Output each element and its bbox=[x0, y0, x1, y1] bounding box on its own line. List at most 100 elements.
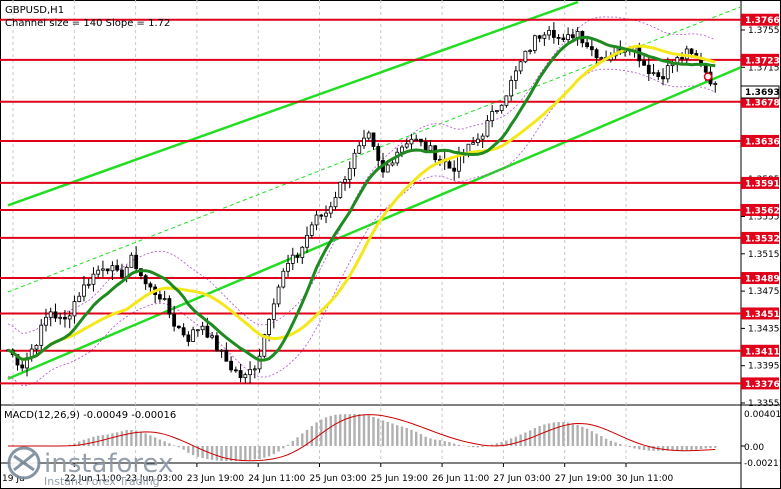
candle-body bbox=[252, 368, 257, 371]
time-label: 27 Jun 19:00 bbox=[555, 474, 612, 484]
time-label: 23 Jun 19:00 bbox=[187, 474, 244, 484]
candle-body bbox=[20, 364, 25, 369]
candle-body bbox=[471, 142, 476, 145]
channel-upper-line bbox=[7, 0, 579, 207]
macd-signal-line bbox=[8, 414, 716, 462]
candle-body bbox=[162, 298, 167, 300]
candle-body bbox=[347, 167, 352, 180]
level-label: 1.3489 bbox=[745, 275, 780, 285]
upper-band-line bbox=[7, 16, 716, 334]
candle-body bbox=[419, 138, 423, 143]
candle-body bbox=[48, 311, 53, 318]
time-label: 30 Jun 11:00 bbox=[616, 474, 673, 484]
moving-averages bbox=[7, 35, 716, 362]
candle-body bbox=[642, 60, 646, 66]
candle-body bbox=[680, 57, 684, 60]
candle-body bbox=[39, 324, 44, 346]
candle-body bbox=[58, 316, 63, 319]
candle-body bbox=[594, 49, 599, 59]
candle-body bbox=[343, 179, 347, 183]
candle-body bbox=[665, 65, 670, 80]
candle-body bbox=[243, 374, 248, 378]
level-label: 1.3532 bbox=[745, 234, 780, 244]
candle-body bbox=[309, 224, 314, 236]
candle-body bbox=[191, 329, 196, 342]
level-badge bbox=[741, 231, 779, 244]
candle-body bbox=[157, 294, 162, 300]
candle-body bbox=[338, 181, 343, 198]
candle-body bbox=[300, 246, 305, 258]
current-price-box bbox=[740, 85, 780, 99]
candle-body bbox=[376, 146, 381, 161]
candle-body bbox=[200, 325, 205, 331]
candle-body bbox=[385, 164, 390, 173]
level-badge bbox=[741, 95, 779, 108]
candle-body bbox=[495, 110, 499, 112]
channel-mid-line bbox=[7, 6, 742, 293]
candle-body bbox=[537, 35, 542, 39]
candle-body bbox=[77, 295, 82, 302]
candle-body bbox=[229, 360, 233, 371]
level-label: 1.3562 bbox=[745, 206, 780, 216]
level-lines bbox=[0, 18, 741, 385]
candle-body bbox=[143, 275, 148, 285]
candle-body bbox=[352, 152, 357, 169]
logo-cross-icon bbox=[13, 452, 35, 472]
level-labels: 1.37661.37231.36781.36361.35911.35621.35… bbox=[741, 13, 780, 390]
time-label: 25 Jun 19:00 bbox=[371, 474, 428, 484]
candle-body bbox=[314, 214, 319, 226]
time-label: 24 Jun 11:00 bbox=[248, 474, 305, 484]
candle-body bbox=[224, 349, 229, 362]
time-label: 27 Jun 03:00 bbox=[493, 474, 550, 484]
candle-body bbox=[271, 303, 276, 320]
channel-info: Channel size = 140 Slope = 1.72 bbox=[5, 18, 170, 29]
candle-body bbox=[661, 76, 665, 80]
candle-body bbox=[371, 132, 376, 147]
time-label: 22 Jun 11:00 bbox=[64, 474, 121, 484]
candle-body bbox=[452, 167, 457, 172]
level-label: 1.3591 bbox=[745, 179, 780, 189]
candle-body bbox=[423, 141, 428, 151]
time-label: 26 Jun 11:00 bbox=[432, 474, 489, 484]
logo-tagline: Instant Forex Trading bbox=[44, 475, 160, 488]
ma-slow-line bbox=[7, 35, 716, 362]
candle-body bbox=[509, 79, 514, 97]
candle-body bbox=[570, 34, 575, 39]
envelope-bands bbox=[7, 16, 716, 386]
candle-body bbox=[205, 325, 210, 338]
time-label: 23 Jun 03:00 bbox=[126, 474, 183, 484]
candle-body bbox=[34, 344, 39, 350]
candle-body bbox=[290, 254, 295, 264]
candle-body bbox=[523, 50, 528, 63]
macd-label: MACD(12,26,9) -0.00049 -0.00016 bbox=[4, 410, 176, 421]
level-badge bbox=[741, 13, 779, 26]
candle-body bbox=[513, 70, 518, 81]
candle-body bbox=[480, 135, 485, 140]
candle-body bbox=[366, 132, 371, 139]
level-badge bbox=[741, 203, 779, 216]
candle-body bbox=[599, 57, 604, 59]
candle-body bbox=[257, 355, 262, 370]
candle-body bbox=[551, 29, 556, 38]
candle-body bbox=[390, 162, 395, 166]
candle-body bbox=[262, 334, 267, 357]
candle-body bbox=[656, 72, 661, 77]
candle-body bbox=[324, 212, 328, 217]
candle-body bbox=[428, 145, 433, 151]
level-badge bbox=[741, 176, 779, 189]
grid bbox=[12, 0, 627, 463]
candle-body bbox=[400, 146, 404, 153]
candle-body bbox=[409, 138, 414, 145]
time-labels: 19 Ju 22 Jun 11:00 23 Jun 03:00 23 Jun 19:0… bbox=[2, 463, 673, 484]
price-tick-label: 1.3515 bbox=[748, 250, 780, 260]
level-badge bbox=[741, 377, 779, 390]
level-label: 1.3766 bbox=[745, 16, 780, 26]
signal-marker-icon bbox=[703, 72, 713, 81]
price-tick-label: 1.3435 bbox=[748, 324, 780, 334]
macd-scale-bottom: -0.00211 bbox=[744, 459, 781, 469]
level-badge bbox=[741, 134, 779, 147]
candle-body bbox=[490, 111, 495, 122]
candle-body bbox=[485, 120, 490, 137]
